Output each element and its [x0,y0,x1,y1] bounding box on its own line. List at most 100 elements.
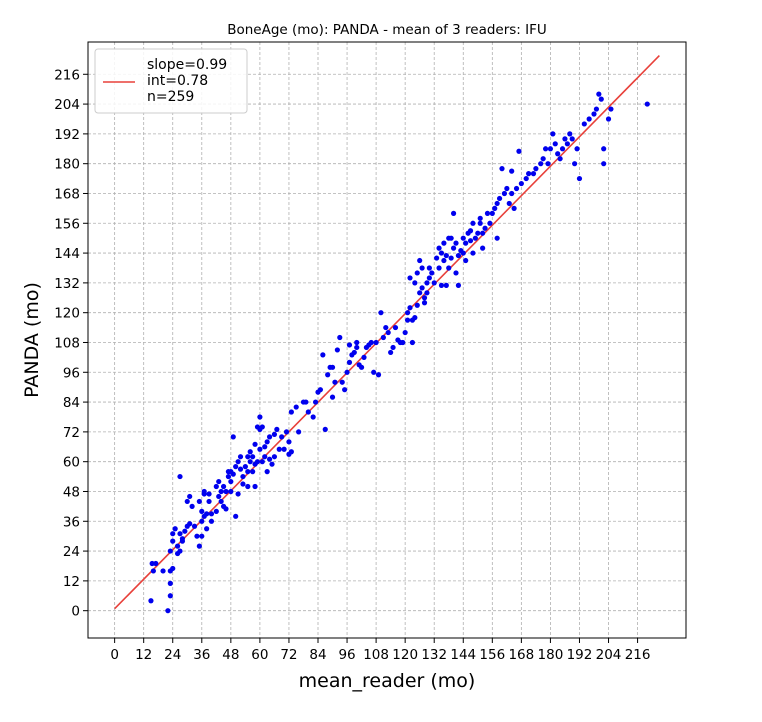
data-point [194,533,200,539]
y-tick-label: 204 [54,97,80,113]
data-point [283,429,290,435]
data-point [228,478,234,485]
x-tick-label: 216 [625,647,651,663]
data-point [467,228,474,234]
data-point [419,285,425,291]
data-point [421,300,428,306]
data-point [567,131,573,137]
data-point [252,483,258,490]
data-point [559,146,566,152]
data-point [407,275,413,281]
y-tick-label: 36 [63,514,80,530]
data-point [390,344,396,351]
data-point [446,265,452,271]
data-point [371,369,377,375]
data-point [259,459,265,465]
data-point [448,235,454,241]
data-point [421,295,428,301]
data-point [165,608,171,614]
y-tick-label: 24 [63,544,80,560]
data-point [179,536,186,542]
data-point [470,250,476,256]
x-axis-ticks: 0 12 24 36 48 60 72 84 96 108 120 132 144 156 168 180 19… [110,638,650,663]
data-point [482,225,488,231]
data-point [477,220,483,226]
data-point [412,280,418,286]
data-point [438,250,445,256]
data-point [204,511,210,517]
data-point [550,131,556,137]
data-point [441,240,447,246]
data-point [199,508,205,514]
data-point [218,498,224,505]
data-point [545,161,551,167]
data-point [434,255,440,261]
data-point [417,257,423,264]
data-point [320,352,326,358]
y-tick-label: 168 [54,186,80,202]
data-point [167,580,173,586]
data-point [170,565,176,572]
data-point [467,238,474,244]
data-point [569,136,575,142]
data-point [325,372,331,378]
data-point [225,473,232,480]
x-tick-label: 0 [110,647,119,663]
data-point [487,220,493,226]
data-point [262,444,268,450]
data-point [504,185,510,192]
data-point [518,180,524,187]
data-point [516,148,522,154]
data-point [576,175,583,182]
data-point [240,473,246,480]
data-point [506,200,512,207]
x-tick-label: 48 [222,647,239,663]
data-point [257,446,263,452]
data-point [153,560,159,567]
data-point [254,459,261,465]
data-point [274,426,280,432]
data-point [404,317,411,323]
data-point [407,305,413,311]
data-point [264,469,270,475]
data-point [484,210,491,216]
y-tick-label: 84 [63,395,80,411]
plot-area [88,42,686,638]
data-point [572,161,578,167]
data-point [342,387,348,393]
data-point [160,568,166,574]
data-point [540,156,546,162]
data-point [368,339,374,346]
data-point [530,171,537,177]
data-point [223,488,229,495]
data-point [385,329,391,336]
data-point [228,488,234,495]
data-point [228,469,234,475]
data-points [148,91,650,614]
data-point [496,195,503,202]
data-point [526,171,532,177]
data-point [494,235,500,241]
data-point [167,548,173,554]
y-tick-label: 132 [54,276,80,292]
data-point [288,409,294,415]
data-point [279,434,285,440]
data-point [511,205,517,211]
data-point [557,156,563,162]
data-point [187,521,193,527]
data-point [237,466,244,472]
data-point [317,387,324,393]
data-point [424,280,430,286]
data-point [269,461,275,467]
data-point [601,161,607,167]
data-point [443,252,449,259]
data-point [436,245,442,251]
data-point [463,257,469,264]
data-point [598,96,604,102]
data-point [329,394,336,400]
data-point [170,538,176,544]
x-tick-label: 108 [363,647,389,663]
data-point [402,329,408,336]
data-point [271,431,278,437]
